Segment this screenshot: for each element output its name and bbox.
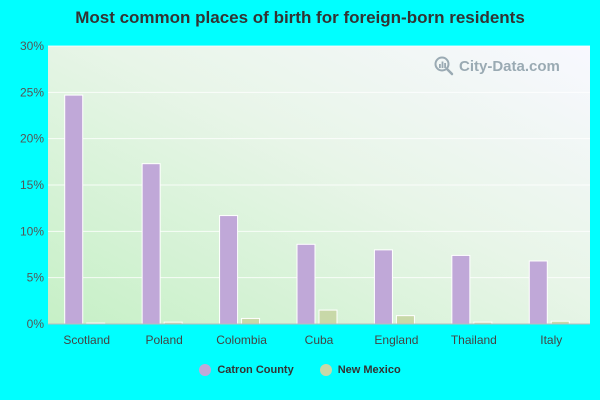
legend: Catron County New Mexico: [0, 364, 600, 376]
y-tick-label: 15%: [20, 178, 44, 192]
bar-new-mexico: [318, 309, 338, 325]
bar-catron-county: [373, 249, 393, 325]
x-tick-label: Cuba: [305, 333, 334, 347]
x-tick-label: Colombia: [216, 333, 267, 347]
y-tick-label: 30%: [20, 39, 44, 53]
bar-new-mexico: [395, 315, 415, 325]
x-tick-label: Scotland: [63, 333, 110, 347]
legend-label-new-mexico: New Mexico: [337, 364, 401, 376]
y-tick-label: 25%: [20, 85, 44, 99]
legend-swatch-catron-county: [199, 364, 212, 376]
magnifier-chart-icon: [434, 56, 454, 76]
chart-title: Most common places of birth for foreign-…: [75, 8, 525, 27]
y-tick-label: 10%: [20, 224, 44, 238]
bar-catron-county: [141, 163, 161, 325]
bar-catron-county: [296, 243, 316, 325]
x-tick-label: Thailand: [451, 333, 497, 347]
bar-catron-county: [219, 215, 239, 325]
legend-swatch-new-mexico: [319, 364, 332, 376]
bar-new-mexico: [241, 317, 261, 325]
y-tick-label: 5%: [27, 271, 45, 285]
y-tick-label: 0%: [27, 317, 45, 331]
watermark: City-Data.com: [434, 56, 560, 76]
legend-item-catron-county: Catron County: [199, 364, 294, 376]
bar-catron-county: [64, 94, 84, 325]
watermark-text: City-Data.com: [459, 57, 560, 75]
bar-catron-county: [528, 260, 548, 325]
legend-item-new-mexico: New Mexico: [319, 364, 401, 376]
x-tick-label: England: [374, 333, 418, 347]
legend-label-catron-county: Catron County: [217, 364, 294, 376]
y-tick-label: 20%: [20, 132, 44, 146]
bar-catron-county: [451, 254, 471, 325]
x-tick-label: Italy: [540, 333, 562, 347]
x-tick-label: Poland: [145, 333, 182, 347]
